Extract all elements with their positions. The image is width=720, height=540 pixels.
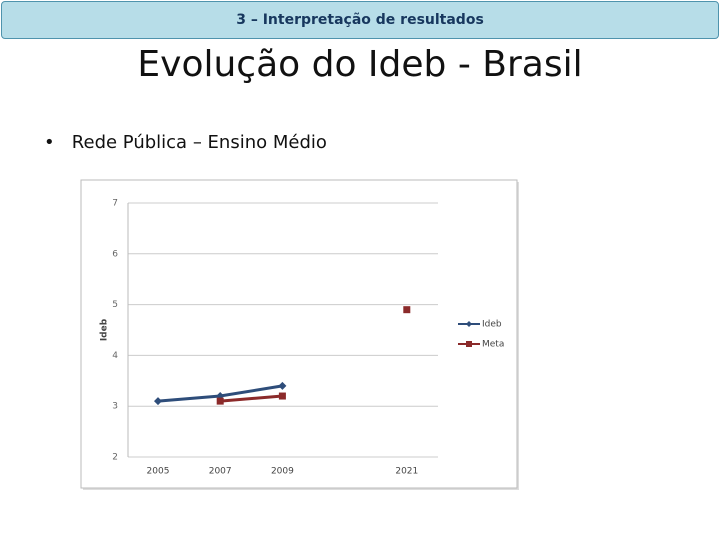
slide-title: Evolução do Ideb - Brasil bbox=[137, 44, 583, 85]
y-tick-label: 6 bbox=[112, 249, 118, 259]
bullet-text: Rede Pública – Ensino Médio bbox=[71, 132, 327, 153]
x-tick-label: 2021 bbox=[395, 467, 418, 477]
marker bbox=[278, 381, 287, 390]
marker bbox=[403, 306, 411, 314]
x-tick-label: 2007 bbox=[209, 467, 232, 477]
y-tick-label: 4 bbox=[112, 351, 118, 361]
marker bbox=[278, 392, 286, 400]
y-tick-label: 2 bbox=[112, 453, 118, 463]
y-tick-label: 3 bbox=[112, 402, 118, 412]
x-tick-label: 2005 bbox=[147, 467, 170, 477]
legend-label: Meta bbox=[482, 340, 504, 350]
chart-frame bbox=[80, 179, 518, 489]
bullet: • Rede Pública – Ensino Médio bbox=[44, 132, 327, 153]
legend-marker bbox=[466, 341, 472, 347]
y-tick-label: 5 bbox=[112, 300, 118, 310]
x-tick-label: 2009 bbox=[271, 467, 294, 477]
y-tick-label: 7 bbox=[112, 199, 118, 209]
header-title: 3 – Interpretação de resultados bbox=[236, 12, 484, 28]
y-axis-label: Ideb bbox=[100, 318, 110, 341]
legend-marker bbox=[466, 321, 472, 327]
legend-label: Ideb bbox=[482, 320, 502, 330]
marker bbox=[154, 397, 162, 406]
header-bar: 3 – Interpretação de resultados bbox=[1, 1, 719, 39]
marker bbox=[216, 397, 224, 405]
